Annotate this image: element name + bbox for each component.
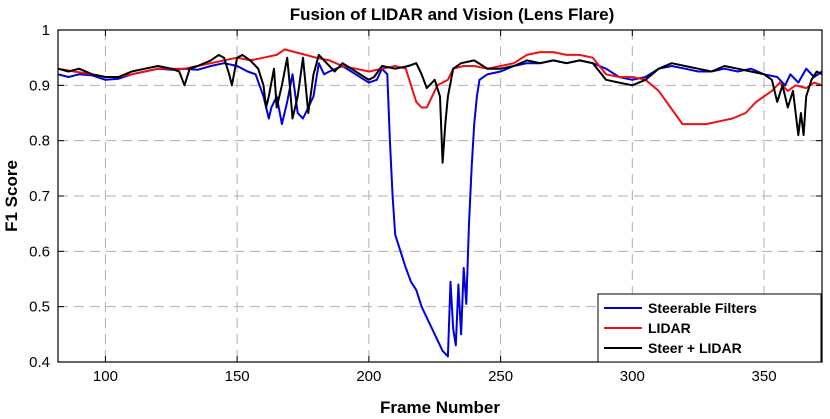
x-tick-label: 300 <box>620 368 645 385</box>
x-tick-label: 250 <box>488 368 513 385</box>
y-tick-label: 0.9 <box>29 77 50 94</box>
legend-label-1: LIDAR <box>648 320 691 336</box>
x-axis-label: Frame Number <box>380 398 500 417</box>
legend-label-0: Steerable Filters <box>648 300 757 316</box>
x-tick-label: 350 <box>752 368 777 385</box>
y-tick-label: 0.8 <box>29 133 50 150</box>
legend-label-2: Steer + LIDAR <box>648 340 742 356</box>
chart-title: Fusion of LIDAR and Vision (Lens Flare) <box>290 5 615 24</box>
y-axis-label: F1 Score <box>2 160 21 232</box>
y-tick-label: 0.6 <box>29 243 50 260</box>
y-tick-label: 0.5 <box>29 299 50 316</box>
series-lines <box>57 48 823 358</box>
legend: Steerable Filters LIDAR Steer + LIDAR <box>597 293 822 363</box>
axis-ticks: 100 150 200 250 300 350 0.4 0.5 0.6 0.7 0.8 0.9 1 <box>29 22 822 385</box>
y-tick-label: 0.7 <box>29 188 50 205</box>
series-line-1 <box>57 48 823 126</box>
y-tick-label: 1 <box>42 22 50 39</box>
y-tick-label: 0.4 <box>29 354 50 371</box>
x-tick-label: 150 <box>225 368 250 385</box>
series-line-2 <box>57 53 823 164</box>
x-tick-label: 200 <box>356 368 381 385</box>
x-tick-label: 100 <box>93 368 118 385</box>
